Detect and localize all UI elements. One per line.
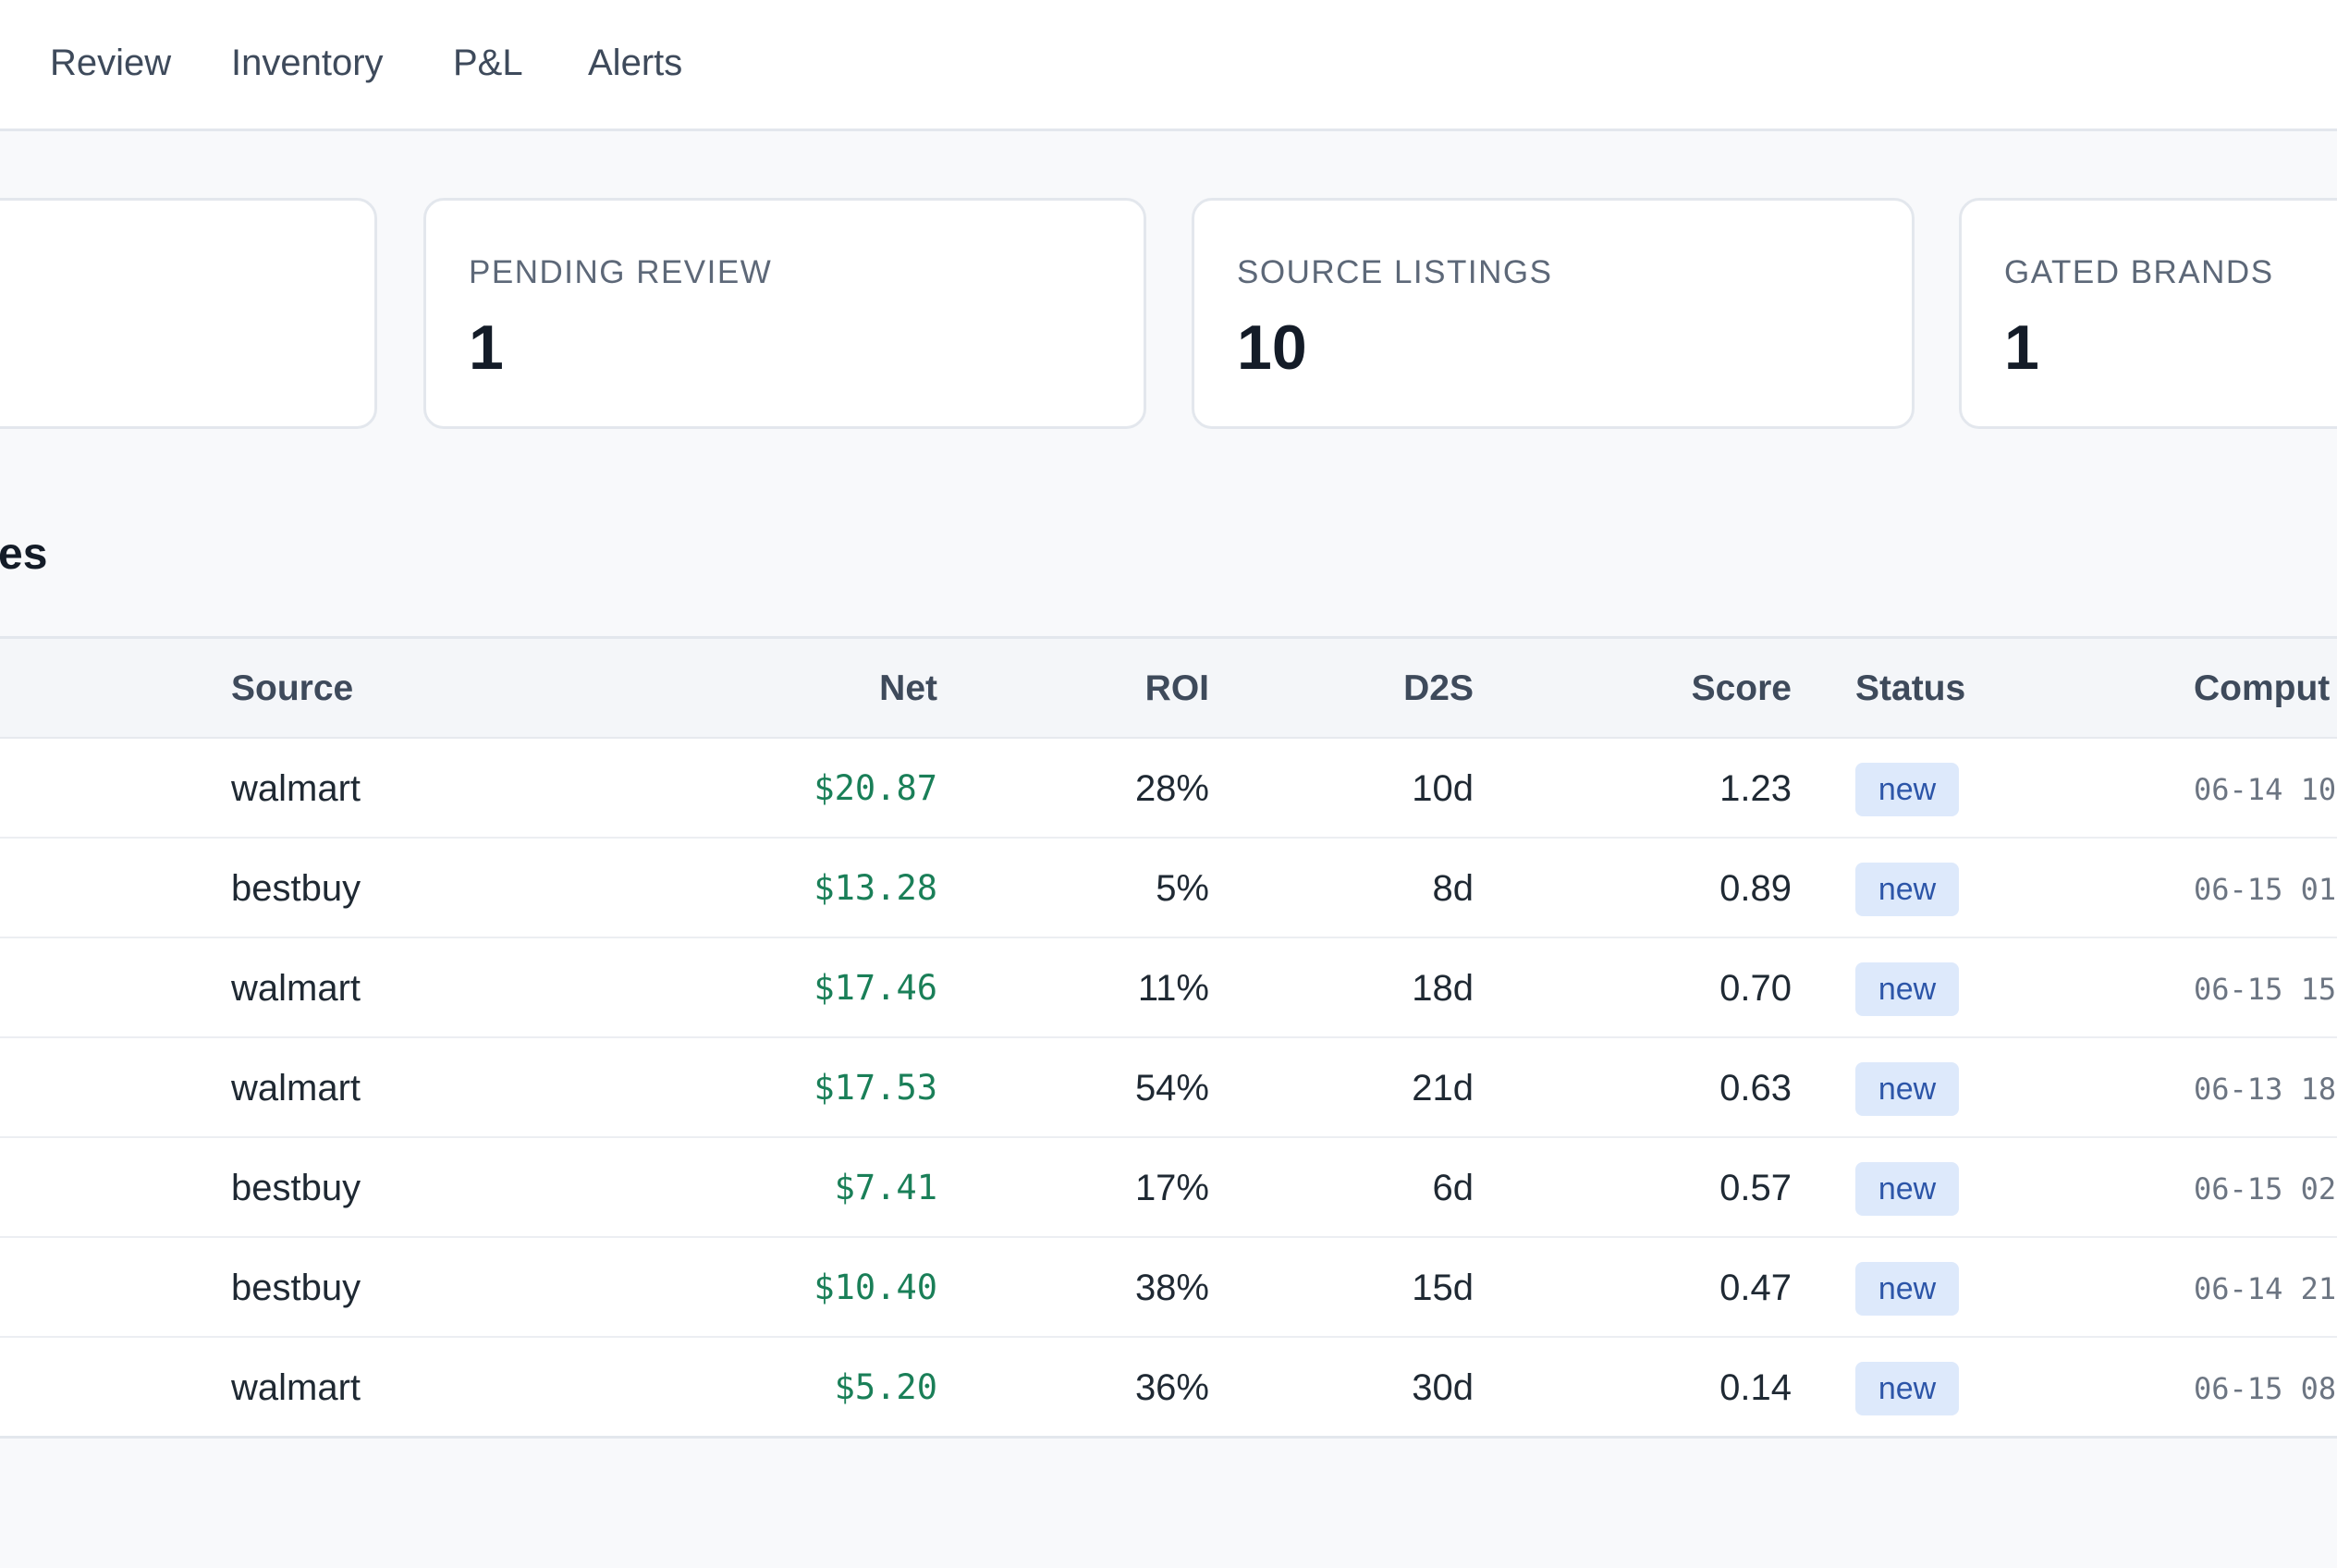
status-badge: new [1855,863,1959,916]
table-row[interactable]: bestbuy $10.40 38% 15d 0.47 new 06-14 21 [0,1238,2337,1338]
cell-source: walmart [231,1367,361,1408]
table-row[interactable]: walmart $17.46 11% 18d 0.70 new 06-15 15 [0,938,2337,1038]
cell-net: $7.41 [834,1168,937,1207]
column-header-computed[interactable]: Comput [2194,668,2331,708]
cell-source: bestbuy [231,1168,361,1208]
table-row[interactable]: walmart $17.53 54% 21d 0.63 new 06-13 18 [0,1038,2337,1138]
status-badge: new [1855,1062,1959,1116]
cell-net: $17.46 [814,968,937,1008]
cell-roi: 28% [1134,768,1209,809]
status-badge: new [1855,763,1959,816]
cell-computed: 06-14 10 [2194,772,2337,807]
table-row[interactable]: bestbuy $13.28 5% 8d 0.89 new 06-15 01 [0,839,2337,938]
stat-value: 1 [2004,312,2039,383]
table-row[interactable]: walmart $5.20 36% 30d 0.14 new 06-15 08 [0,1338,2337,1438]
cell-score: 1.23 [1719,768,1792,809]
cell-net: $20.87 [814,768,937,808]
stat-label: SOURCE LISTINGS [1237,254,1553,290]
status-badge: new [1855,962,1959,1016]
cell-source: bestbuy [231,1268,361,1308]
nav-item-pl[interactable]: P&L [453,43,523,83]
column-header-roi[interactable]: ROI [1144,668,1209,708]
cell-computed: 06-15 02 [2194,1171,2337,1207]
cell-roi: 17% [1134,1168,1209,1208]
cell-source: walmart [231,1068,361,1109]
section-title: es [0,530,48,579]
cell-score: 0.57 [1719,1168,1792,1208]
cell-d2s: 30d [1412,1367,1474,1408]
table-row[interactable]: walmart $20.87 28% 10d 1.23 new 06-14 10 [0,739,2337,839]
nav-item-review[interactable]: Review [50,43,172,83]
cell-net: $13.28 [814,868,937,908]
top-nav: Review Inventory P&L Alerts 2 [0,0,2337,131]
cell-source: bestbuy [231,868,361,909]
nav-item-alerts[interactable]: Alerts [588,43,683,83]
cell-computed: 06-15 15 [2194,972,2337,1007]
column-header-score[interactable]: Score [1691,668,1792,708]
status-badge: new [1855,1262,1959,1316]
cell-score: 0.63 [1719,1068,1792,1109]
column-header-d2s[interactable]: D2S [1403,668,1474,708]
cell-score: 0.70 [1719,968,1792,1009]
cell-source: walmart [231,768,361,809]
cell-d2s: 6d [1432,1168,1474,1208]
table-header: Source Net ROI D2S Score Status Comput [0,639,2337,739]
stat-label: PENDING REVIEW [469,254,773,290]
stat-value: 1 [469,312,504,383]
status-badge: new [1855,1162,1959,1216]
cell-net: $17.53 [814,1068,937,1108]
status-badge: new [1855,1362,1959,1415]
cell-computed: 06-15 01 [2194,872,2337,907]
column-header-status[interactable]: Status [1855,668,1966,708]
cell-net: $10.40 [814,1268,937,1307]
cell-source: walmart [231,968,361,1009]
cell-d2s: 8d [1432,868,1474,909]
cell-roi: 36% [1134,1367,1209,1408]
stat-label: GATED BRANDS [2004,254,2274,290]
cell-computed: 06-15 08 [2194,1371,2337,1406]
cell-computed: 06-14 21 [2194,1271,2337,1306]
opportunities-table: Source Net ROI D2S Score Status Comput w… [0,636,2337,1439]
cell-roi: 11% [1137,968,1209,1009]
stat-card-partial [0,198,377,429]
stat-value: 10 [1237,312,1307,383]
cell-d2s: 18d [1412,968,1474,1009]
cell-computed: 06-13 18 [2194,1072,2337,1107]
cell-roi: 5% [1156,868,1209,909]
cell-roi: 38% [1134,1268,1209,1308]
stat-card-gated-brands: GATED BRANDS 1 [1959,198,2337,429]
cell-d2s: 10d [1412,768,1474,809]
cell-d2s: 15d [1412,1268,1474,1308]
cell-d2s: 21d [1412,1068,1474,1109]
cell-roi: 54% [1134,1068,1209,1109]
column-header-net[interactable]: Net [879,668,937,708]
cell-score: 0.89 [1719,868,1792,909]
cell-score: 0.47 [1719,1268,1792,1308]
cell-score: 0.14 [1719,1367,1792,1408]
stat-card-pending-review: PENDING REVIEW 1 [423,198,1146,429]
column-header-source[interactable]: Source [231,668,354,708]
table-row[interactable]: bestbuy $7.41 17% 6d 0.57 new 06-15 02 [0,1138,2337,1238]
nav-item-inventory[interactable]: Inventory [231,43,384,83]
stat-card-source-listings: SOURCE LISTINGS 10 [1192,198,1915,429]
cell-net: $5.20 [834,1367,937,1407]
